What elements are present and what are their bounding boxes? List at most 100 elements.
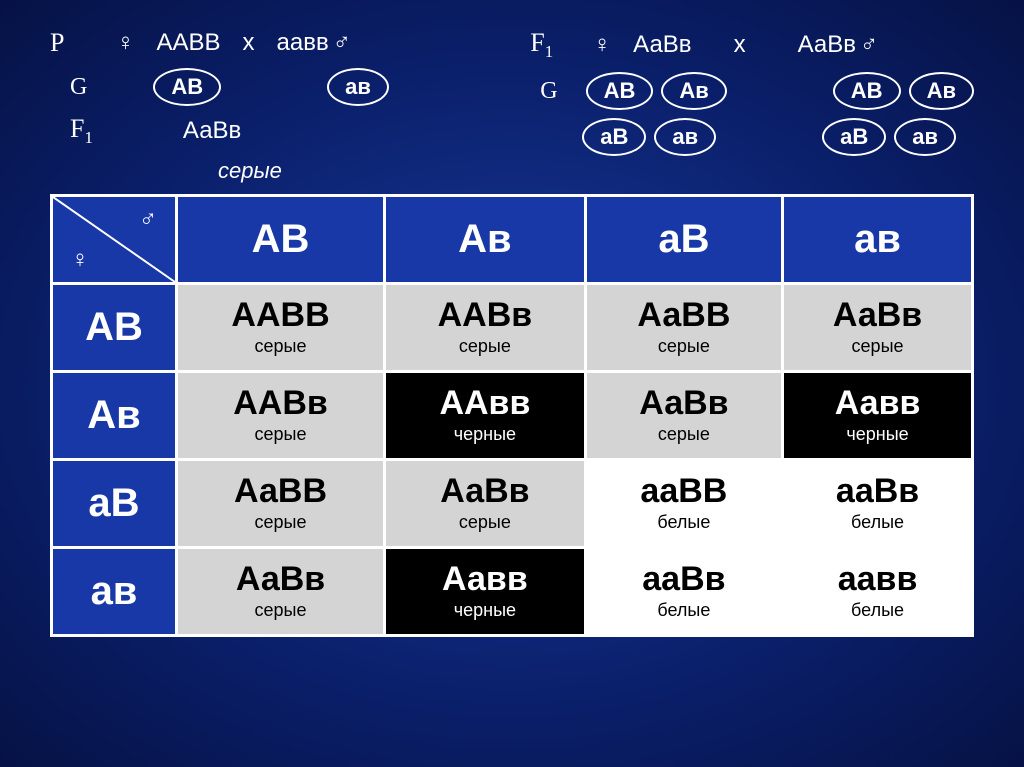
f1-label-right: F1	[530, 28, 553, 62]
genotype: АаВв	[587, 386, 781, 420]
male-symbol-r: ♂	[860, 31, 878, 59]
f1-phenotype: серые	[218, 158, 490, 184]
g-row-left: G АВ ав	[70, 68, 490, 106]
punnett-row: аВАаВВсерыеАаВвсерыеааВВбелыеааВвбелые	[52, 460, 973, 548]
punnett-square-wrap: ♂ ♀ АВ Ав аВ ав АВААВВсерыеААВвсерыеАаВВ…	[0, 194, 1024, 667]
corner-cell: ♂ ♀	[52, 196, 177, 284]
genotype: Аавв	[784, 386, 971, 420]
parent2-genotype: аавв	[277, 29, 329, 57]
genotype: ААВВ	[178, 298, 383, 332]
g-row-right-1: G АВ Ав АВ Ав	[540, 72, 974, 110]
genotype: АаВВ	[178, 474, 383, 508]
phenotype: черные	[386, 600, 584, 622]
gamete-r-0: АВ	[586, 72, 654, 110]
cross-x: х	[243, 29, 255, 57]
g-label-r: G	[540, 78, 557, 105]
gamete-r-2: аВ	[582, 118, 646, 156]
phenotype: серые	[178, 336, 383, 358]
phenotype: серые	[386, 512, 584, 534]
parent1-genotype: ААВВ	[156, 29, 220, 57]
col-header-2: аВ	[585, 196, 782, 284]
g-row-right-2: аВ ав аВ ав	[582, 118, 974, 156]
p-label: P	[50, 28, 64, 58]
genotype: ААвв	[386, 386, 584, 420]
gamete-rr-3: ав	[894, 118, 956, 156]
genotype: ААВв	[386, 298, 584, 332]
male-symbol: ♂	[333, 29, 351, 57]
punnett-cell-0-3: АаВв серые	[783, 284, 973, 372]
phenotype: черные	[784, 424, 971, 446]
punnett-cell-2-2: ааВВ белые	[585, 460, 782, 548]
punnett-row: авАаВвсерыеАаввчерныеааВвбелыеааввбелые	[52, 548, 973, 636]
gamete-ab: ав	[327, 68, 389, 106]
punnett-cell-3-2: ааВв белые	[585, 548, 782, 636]
f1-cross-line: F1 ♀ АаВв х АаВв♂	[530, 28, 974, 62]
genotype: АаВВ	[587, 298, 781, 332]
punnett-cell-0-2: АаВВ серые	[585, 284, 782, 372]
female-symbol: ♀	[116, 29, 134, 57]
phenotype: белые	[587, 512, 781, 534]
row-header-1: Ав	[52, 372, 177, 460]
punnett-cell-1-0: ААВв серые	[176, 372, 384, 460]
gamete-rr-0: АВ	[833, 72, 901, 110]
phenotype: серые	[587, 424, 781, 446]
genotype: ААВв	[178, 386, 383, 420]
female-symbol-r: ♀	[593, 31, 611, 59]
f1-parent1: АаВв	[633, 31, 691, 59]
gamete-r-1: Ав	[661, 72, 726, 110]
f1-label: F1	[70, 114, 93, 148]
f1-dihybrid-cross: F1 ♀ АаВв х АаВв♂ G АВ Ав АВ Ав аВ ав	[530, 28, 974, 184]
punnett-cell-2-1: АаВв серые	[385, 460, 586, 548]
corner-male-icon: ♂	[139, 205, 157, 233]
genotype: Аавв	[386, 562, 584, 596]
phenotype: белые	[784, 600, 971, 622]
g-label: G	[70, 74, 87, 101]
punnett-cell-0-0: ААВВ серые	[176, 284, 384, 372]
gamete-rr-1: Ав	[909, 72, 974, 110]
phenotype: серые	[178, 512, 383, 534]
parental-cross: P ♀ ААВВ х аавв♂ G АВ ав F1 АаВв серые	[50, 28, 490, 184]
top-crosses: P ♀ ААВВ х аавв♂ G АВ ав F1 АаВв серые F…	[0, 0, 1024, 194]
punnett-square: ♂ ♀ АВ Ав аВ ав АВААВВсерыеААВвсерыеАаВВ…	[50, 194, 974, 637]
phenotype: серые	[386, 336, 584, 358]
row-header-2: аВ	[52, 460, 177, 548]
col-header-0: АВ	[176, 196, 384, 284]
cross-x-r: х	[734, 31, 746, 59]
phenotype: белые	[784, 512, 971, 534]
punnett-row: АВААВВсерыеААВвсерыеАаВВсерыеАаВвсерые	[52, 284, 973, 372]
f1-genotype: АаВв	[183, 117, 241, 145]
row-header-3: ав	[52, 548, 177, 636]
genotype: АаВв	[784, 298, 971, 332]
p-generation-line: P ♀ ААВВ х аавв♂	[50, 28, 490, 58]
punnett-cell-1-1: ААввчерные	[385, 372, 586, 460]
punnett-cell-3-3: аавв белые	[783, 548, 973, 636]
phenotype: серые	[784, 336, 971, 358]
col-header-3: ав	[783, 196, 973, 284]
punnett-cell-2-3: ааВв белые	[783, 460, 973, 548]
punnett-cell-1-3: Аавв черные	[783, 372, 973, 460]
phenotype: серые	[587, 336, 781, 358]
punnett-row: АвААВвсерыеААввчерныеАаВвсерыеАаввчерные	[52, 372, 973, 460]
genotype: ааВВ	[587, 474, 781, 508]
punnett-cell-0-1: ААВв серые	[385, 284, 586, 372]
corner-female-icon: ♀	[71, 246, 89, 274]
gamete-rr-2: аВ	[822, 118, 886, 156]
punnett-cell-1-2: АаВв серые	[585, 372, 782, 460]
f1-parent2: АаВв	[798, 31, 856, 59]
phenotype: серые	[178, 600, 383, 622]
genotype: АаВв	[178, 562, 383, 596]
f1-line-left: F1 АаВв	[70, 114, 490, 148]
punnett-cell-3-0: АаВв серые	[176, 548, 384, 636]
phenotype: серые	[178, 424, 383, 446]
genotype: ааВв	[587, 562, 781, 596]
gamete-r-3: ав	[654, 118, 716, 156]
genotype: аавв	[784, 562, 971, 596]
genotype: ааВв	[784, 474, 971, 508]
punnett-cell-2-0: АаВВ серые	[176, 460, 384, 548]
genotype: АаВв	[386, 474, 584, 508]
row-header-0: АВ	[52, 284, 177, 372]
gamete-AB: АВ	[153, 68, 221, 106]
phenotype: белые	[587, 600, 781, 622]
punnett-cell-3-1: Аавв черные	[385, 548, 586, 636]
col-header-1: Ав	[385, 196, 586, 284]
